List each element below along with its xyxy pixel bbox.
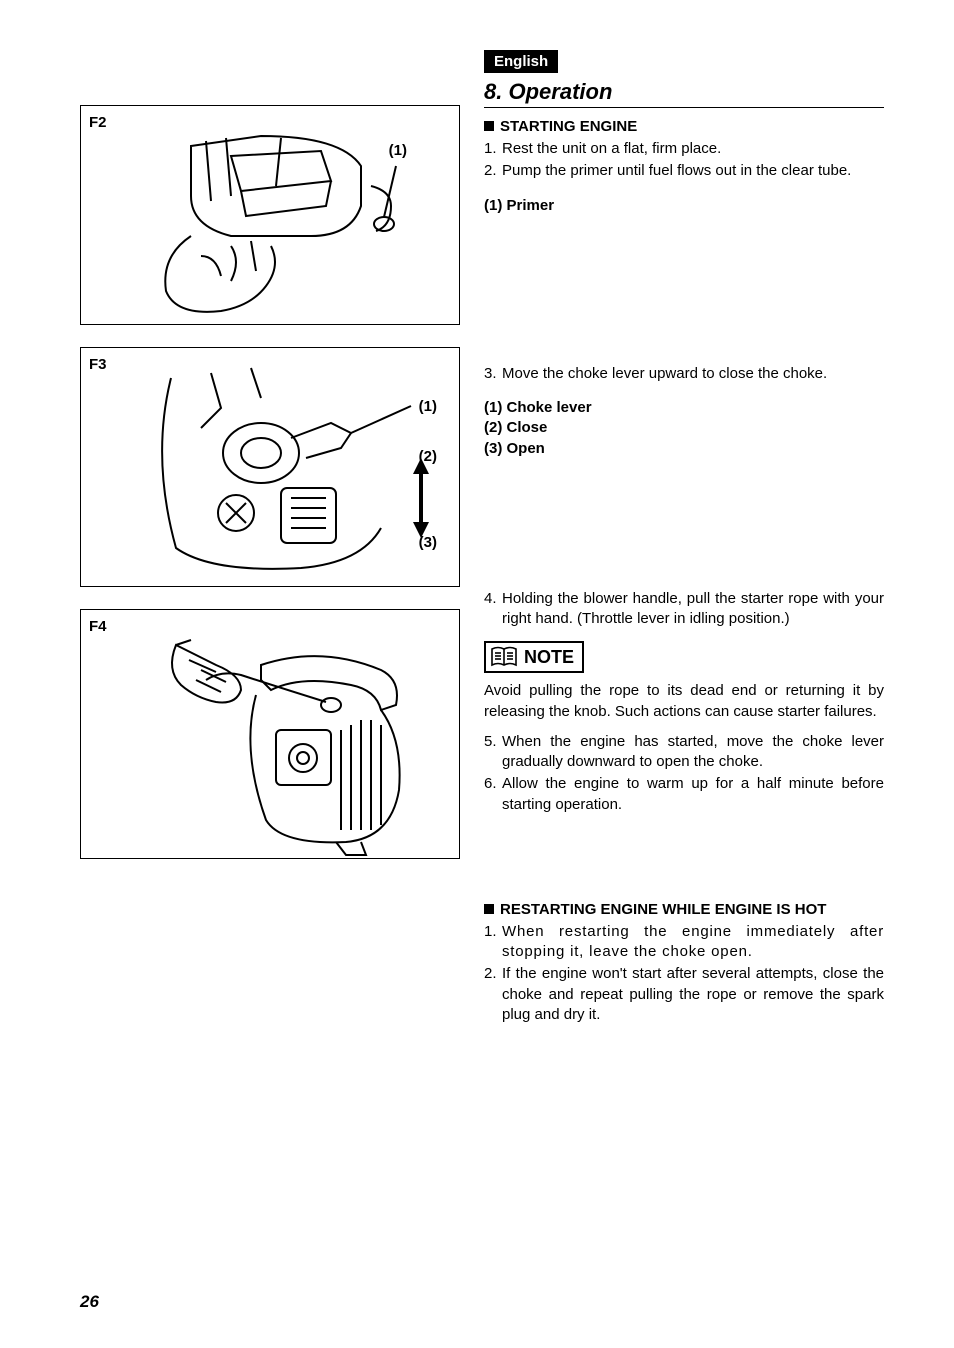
start-step-6: 6. Allow the engine to warm up for a hal…	[484, 774, 884, 815]
bullet-square-icon	[484, 121, 494, 131]
restart-step-2: 2. If the engine won't start after sever…	[484, 964, 884, 1025]
figure-f4-label: F4	[89, 618, 107, 635]
page-columns: F2 (1)	[80, 50, 884, 1027]
spacer	[484, 722, 884, 732]
callout-open: (3) Open	[484, 439, 884, 459]
step-text: Allow the engine to warm up for a half m…	[502, 774, 884, 815]
start-step-1: 1. Rest the unit on a flat, firm place.	[484, 139, 884, 159]
figure-f3-callout-2: (2)	[419, 448, 437, 465]
note-label: NOTE	[524, 647, 574, 668]
language-badge: English	[484, 50, 558, 73]
step-text: Holding the blower handle, pull the star…	[502, 589, 884, 630]
figure-f3-callout-3: (3)	[419, 534, 437, 551]
figure-f2-label: F2	[89, 114, 107, 131]
callout-close: (2) Close	[484, 418, 884, 438]
figures-column: F2 (1)	[80, 50, 460, 1027]
step-text: Move the choke lever upward to close the…	[502, 364, 884, 384]
spacer	[484, 216, 884, 364]
start-step-4: 4. Holding the blower handle, pull the s…	[484, 589, 884, 630]
figure-f3-illustration	[81, 348, 461, 588]
figure-f4: F4	[80, 609, 460, 859]
figure-f3-callout-1: (1)	[419, 398, 437, 415]
starting-engine-heading: STARTING ENGINE	[484, 118, 884, 135]
note-text: Avoid pulling the rope to its dead end o…	[484, 681, 884, 722]
restarting-heading-text: RESTARTING ENGINE WHILE ENGINE IS HOT	[500, 901, 826, 918]
figure-f2-callout-1: (1)	[389, 142, 407, 159]
section-title: 8. Operation	[484, 79, 884, 108]
step-number: 2.	[484, 964, 502, 1025]
step-number: 1.	[484, 922, 502, 963]
figure-f2-illustration	[81, 106, 461, 326]
choke-callouts: (1) Choke lever (2) Close (3) Open	[484, 398, 884, 459]
section-number: 8.	[484, 79, 502, 104]
figure-f3: F3 (1) (2) (3)	[80, 347, 460, 587]
step-text: Pump the primer until fuel flows out in …	[502, 161, 884, 181]
start-step-5: 5. When the engine has started, move the…	[484, 732, 884, 773]
step-number: 6.	[484, 774, 502, 815]
step-number: 1.	[484, 139, 502, 159]
step-text: Rest the unit on a flat, firm place.	[502, 139, 884, 159]
figure-f3-label: F3	[89, 356, 107, 373]
start-step-3: 3. Move the choke lever upward to close …	[484, 364, 884, 384]
step-number: 4.	[484, 589, 502, 630]
start-step-2: 2. Pump the primer until fuel flows out …	[484, 161, 884, 181]
text-column: English 8. Operation STARTING ENGINE 1. …	[484, 50, 884, 1027]
step-text: When restarting the engine immediately a…	[502, 922, 884, 963]
starting-engine-heading-text: STARTING ENGINE	[500, 118, 637, 135]
primer-callout: (1) Primer	[484, 196, 884, 216]
manual-icon	[490, 646, 518, 668]
restarting-heading: RESTARTING ENGINE WHILE ENGINE IS HOT	[484, 901, 884, 918]
figure-f4-illustration	[81, 610, 461, 860]
step-text: If the engine won't start after several …	[502, 964, 884, 1025]
figure-f2: F2 (1)	[80, 105, 460, 325]
bullet-square-icon	[484, 904, 494, 914]
restart-step-1: 1. When restarting the engine immediatel…	[484, 922, 884, 963]
callout-choke-lever: (1) Choke lever	[484, 398, 884, 418]
step-text: When the engine has started, move the ch…	[502, 732, 884, 773]
spacer	[484, 459, 884, 589]
note-box: NOTE	[484, 641, 584, 673]
step-number: 3.	[484, 364, 502, 384]
section-title-text: Operation	[508, 79, 612, 104]
step-number: 2.	[484, 161, 502, 181]
step-number: 5.	[484, 732, 502, 773]
page-number: 26	[80, 1292, 99, 1312]
spacer	[484, 817, 884, 901]
